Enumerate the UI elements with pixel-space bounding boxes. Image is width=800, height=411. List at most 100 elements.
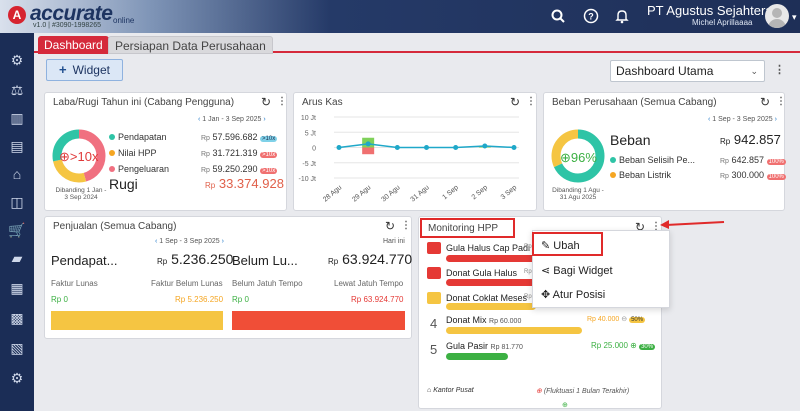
badge: >10x (260, 152, 278, 158)
compare-text: Dibanding 1 Agu - 31 Agu 2025 (552, 187, 604, 201)
refresh-icon[interactable]: ↻ (385, 219, 396, 233)
hpp-item-price: Rp (524, 294, 532, 300)
refresh-icon[interactable]: ↻ (635, 220, 646, 234)
result-label: Rugi (109, 176, 138, 192)
factory-icon[interactable]: ▩ (10, 310, 24, 326)
kebab-icon[interactable]: ⋮ (776, 96, 786, 107)
donut-chart (52, 129, 106, 183)
kebab-icon[interactable]: ⋮ (401, 220, 411, 231)
svg-text:?: ? (588, 12, 594, 22)
compare-text: Dibanding 1 Jan - 3 Sep 2024 (55, 187, 107, 201)
hpp-item-price: Rp (524, 244, 532, 250)
inventory-icon[interactable]: ▦ (10, 280, 24, 296)
data-point[interactable] (394, 145, 400, 150)
kebab-icon[interactable]: ⋮ (277, 96, 287, 107)
badge-text: 10x (265, 168, 276, 174)
scale-icon[interactable]: ⚖ (10, 82, 24, 98)
legend-dot (109, 166, 115, 172)
data-point[interactable] (453, 145, 459, 150)
hpp-value: Rp 31.721.319 >10x (201, 148, 278, 158)
arus-kas-chart: 10 Jt 5 Jt 0 -5 Jt -10 Jt 28 Agu 29 Agu 30 Agu 3… (298, 115, 519, 204)
widget-title: Monitoring HPP (428, 223, 499, 234)
share-icon: ⋖ (541, 265, 551, 277)
hpp-bar (446, 279, 536, 286)
legend-pengeluaran: Pengeluaran (109, 164, 169, 174)
add-widget-button[interactable]: + Widget (46, 59, 123, 81)
hpp-item-name: Donat Coklat Meses (446, 293, 528, 303)
hpp-old-price: Rp 40.000 ⊖ 50% (587, 316, 646, 323)
chevron-down-icon[interactable]: ▾ (792, 12, 797, 22)
hpp-bar (446, 303, 536, 310)
legend-dot (610, 172, 616, 178)
data-point[interactable] (336, 145, 342, 150)
widget-title: Penjualan (Semua Cabang) (53, 221, 177, 232)
y-tick-label: -10 Jt (298, 176, 316, 183)
avatar[interactable] (765, 4, 789, 28)
beban-label: Beban (610, 132, 651, 148)
data-point[interactable] (424, 145, 429, 150)
value: 642.857 (731, 155, 765, 165)
report-icon[interactable]: ▧ (10, 340, 24, 356)
currency: Rp (720, 158, 729, 165)
kebab-icon[interactable]: ⋮ (651, 221, 661, 232)
refresh-icon[interactable]: ↻ (510, 95, 521, 109)
move-icon: ✥ (541, 289, 551, 301)
date-range[interactable]: ‹ 1 Jan - 3 Sep 2025 › (198, 116, 266, 123)
logo-text: accurate (30, 2, 113, 25)
logo-icon: A (8, 6, 26, 24)
cart-icon[interactable]: 🛒 (8, 222, 26, 238)
beban-item-value: Rp 642.857 100% (720, 155, 786, 165)
gear-doc-icon[interactable]: ⚙ (10, 370, 24, 386)
company-name[interactable]: PT Agustus Sejahtera (647, 3, 773, 18)
data-point[interactable] (482, 143, 488, 149)
search-icon[interactable] (550, 8, 566, 24)
hpp-item-name: Donat Gula Halus (446, 268, 518, 278)
highlight-box (420, 218, 515, 238)
kebab-icon[interactable]: ⋮ (526, 96, 536, 107)
beban-item: Beban Selisih Pe... (610, 155, 695, 165)
pendapatan-label: Pendapat... (51, 253, 118, 268)
dashboard-select-value: Dashboard Utama (616, 64, 714, 78)
refresh-icon[interactable]: ↻ (760, 95, 771, 109)
settings-icon[interactable]: ⚙ (10, 52, 24, 68)
belum-lunas-value: Rp 63.924.770 (328, 251, 412, 267)
menu-item-atur-posisi[interactable]: ✥ Atur Posisi (541, 288, 605, 301)
bank-icon[interactable]: ⌂ (12, 166, 22, 182)
percent-text: 96% (570, 150, 597, 165)
penjualan-widget: Penjualan (Semua Cabang) ↻ ⋮ ‹ 1 Sep - 3… (44, 216, 412, 339)
ratio-text: >10x (69, 149, 99, 164)
menu-item-ubah[interactable]: ✎ Ubah (541, 239, 580, 252)
menu-item-bagi-widget[interactable]: ⋖ Bagi Widget (541, 264, 613, 277)
bell-icon[interactable] (614, 8, 630, 24)
pendapatan-value: Rp 5.236.250 (157, 251, 233, 267)
old-price: Rp 25.000 (591, 341, 628, 350)
currency: Rp (201, 135, 210, 142)
beban-item-value: Rp 300.000 100% (720, 170, 786, 180)
menu-label: Ubah (553, 240, 580, 252)
truck-icon[interactable]: ▰ (11, 250, 23, 266)
bar-lewat-jatuh-tempo (232, 311, 405, 330)
branch-text: Kantor Pusat (433, 387, 474, 394)
bag-icon[interactable]: ◫ (10, 194, 24, 210)
y-tick-label: 0 (312, 146, 316, 153)
y-tick-label: -5 Jt (302, 161, 316, 168)
building-icon[interactable]: ▥ (10, 110, 24, 126)
help-icon[interactable]: ? (583, 8, 599, 24)
data-point[interactable] (511, 145, 517, 150)
toolbar-kebab-icon[interactable]: ⋮ (774, 64, 785, 76)
refresh-icon[interactable]: ↻ (261, 95, 272, 109)
rank-badge-icon (427, 292, 441, 304)
date-range[interactable]: ‹ 1 Sep - 3 Sep 2025 › (155, 238, 224, 245)
data-point[interactable] (365, 141, 371, 147)
dashboard-select[interactable]: Dashboard Utama ⌄ (610, 60, 765, 82)
laba-rugi-widget: Laba/Rugi Tahun ini (Cabang Pengguna) ↻ … (44, 92, 287, 211)
faktur-belum-lunas-value: Rp 5.236.250 (175, 295, 224, 304)
date-range[interactable]: ‹ 1 Sep - 3 Sep 2025 › (708, 116, 777, 123)
tab-dashboard[interactable]: Dashboard (38, 36, 109, 54)
tab-persiapan-data[interactable]: Persiapan Data Perusahaan (108, 36, 273, 54)
date-range-text: 1 Sep - 3 Sep 2025 (159, 238, 220, 245)
sidebar: ⚙ ⚖ ▥ ▤ ⌂ ◫ 🛒 ▰ ▦ ▩ ▧ ⚙ (0, 33, 34, 411)
ledger-icon[interactable]: ▤ (10, 138, 24, 154)
x-tick-label: 28 Agu (322, 184, 343, 203)
legend-label: Beban Selisih Pe... (619, 155, 696, 165)
